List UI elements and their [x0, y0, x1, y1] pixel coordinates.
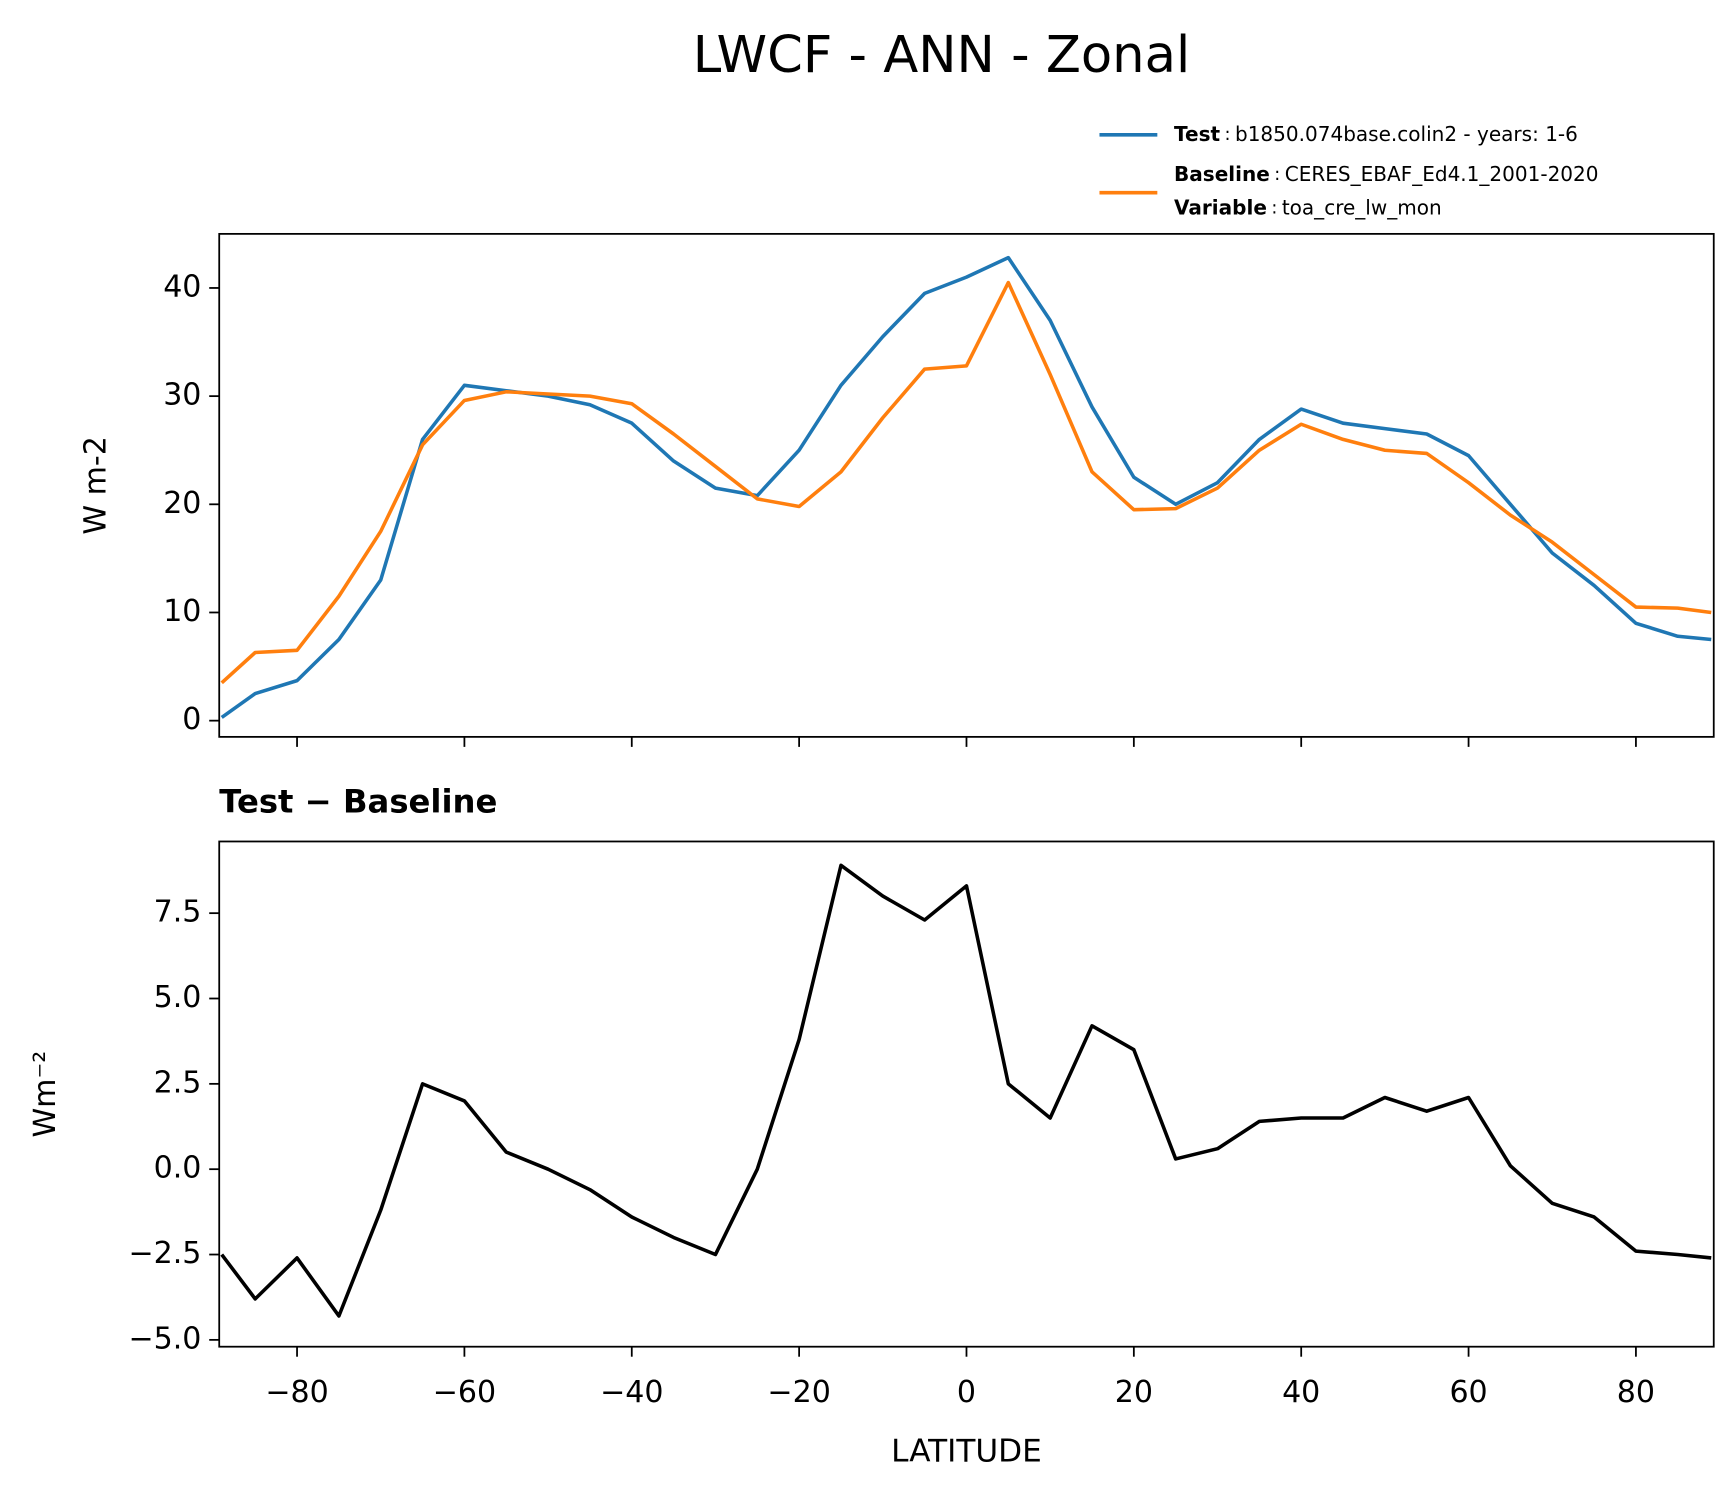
x-tick-label: 0 [957, 1375, 976, 1410]
y-axis-label: W m-2 [78, 436, 113, 534]
x-tick-label: −60 [433, 1375, 496, 1410]
y-tick-label: 10 [163, 594, 201, 629]
x-tick-label: 40 [1282, 1375, 1320, 1410]
x-tick-label: −40 [600, 1375, 663, 1410]
legend-separator: : [1225, 124, 1231, 145]
y-tick-label: 5.0 [154, 980, 202, 1015]
y-tick-label: 40 [163, 269, 201, 304]
legend-description: b1850.074base.colin2 - years: 1-6 [1235, 121, 1578, 145]
x-tick-label: 80 [1617, 1375, 1655, 1410]
legend-label: Test: b1850.074base.colin2 - years: 1-6 [1174, 121, 1578, 145]
legend-name: Baseline [1174, 161, 1270, 185]
chart-title: LWCF - ANN - Zonal [693, 25, 1191, 85]
legend-separator: : [1274, 164, 1280, 185]
y-tick-label: 30 [163, 378, 201, 413]
axes-frame [218, 232, 1715, 738]
x-tick-label: 60 [1449, 1375, 1487, 1410]
legend-name: Variable [1174, 195, 1267, 219]
x-tick-label: −80 [265, 1375, 328, 1410]
subplot-title: Test − Baseline [219, 783, 497, 821]
legend-separator: : [1271, 197, 1277, 218]
y-axis-label: Wm⁻² [28, 1051, 63, 1138]
legend-description: toa_cre_lw_mon [1282, 195, 1442, 219]
legend-name: Test [1174, 121, 1220, 145]
series-line [220, 863, 1712, 1318]
x-tick-label: 20 [1115, 1375, 1153, 1410]
x-tick-label: −20 [767, 1375, 830, 1410]
legend-label: Baseline: CERES_EBAF_Ed4.1_2001-2020 [1174, 161, 1598, 185]
y-tick-label: 7.5 [154, 895, 202, 930]
legend-label: Variable: toa_cre_lw_mon [1174, 195, 1442, 219]
axes-frame [218, 840, 1715, 1348]
y-tick-label: −5.0 [128, 1321, 201, 1356]
y-tick-label: −2.5 [128, 1236, 201, 1271]
x-axis-label: LATITUDE [891, 1433, 1042, 1469]
series-line [220, 280, 1712, 685]
y-tick-label: 20 [163, 486, 201, 521]
y-tick-label: 2.5 [154, 1065, 202, 1100]
y-tick-label: 0.0 [154, 1151, 202, 1186]
y-tick-label: 0 [182, 702, 201, 737]
legend-description: CERES_EBAF_Ed4.1_2001-2020 [1285, 161, 1599, 185]
series-line [220, 255, 1712, 719]
